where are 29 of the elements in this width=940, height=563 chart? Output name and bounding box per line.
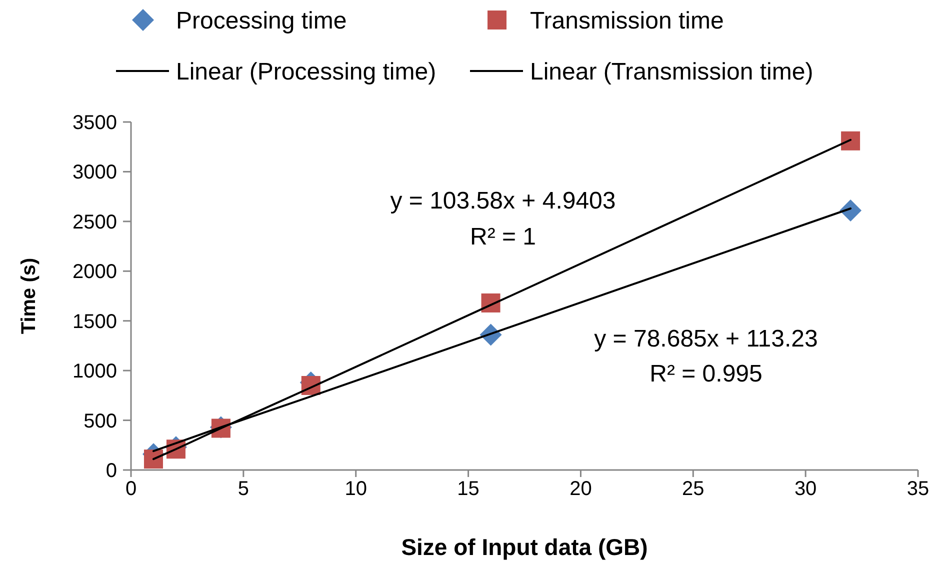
- y-tick-label: 2000: [72, 261, 117, 284]
- y-tick-label: 3000: [72, 162, 117, 184]
- y-tick-label: 500: [84, 410, 117, 432]
- point: [840, 199, 862, 222]
- y-tick-label: 3500: [72, 112, 117, 134]
- legend-label: Linear (Processing time): [176, 58, 436, 86]
- point: [144, 450, 163, 469]
- point: [841, 131, 860, 150]
- annotation: y = 78.685x + 113.23: [594, 325, 818, 352]
- x-tick-label: 35: [906, 478, 930, 500]
- x-tick-label: 5: [238, 478, 249, 500]
- x-tick-label: 0: [125, 478, 137, 500]
- x-axis-title: Size of Input data (GB): [401, 534, 648, 560]
- y-axis-title: Time (s): [18, 258, 40, 334]
- x-tick-label: 20: [570, 478, 592, 500]
- x-tick-label: 10: [344, 478, 367, 500]
- x-tick-label: 15: [457, 478, 480, 500]
- legend-label: Linear (Transmission time): [530, 58, 814, 86]
- x-tick-label: 25: [682, 478, 704, 500]
- annotation: R² = 1: [470, 223, 536, 250]
- legend-label: Transmission time: [530, 7, 724, 34]
- y-tick-label: 1000: [72, 360, 117, 383]
- annotation: y = 103.58x + 4.9403: [390, 187, 616, 214]
- y-tick-label: 2500: [72, 211, 117, 234]
- y-tick-label: 1500: [72, 310, 117, 333]
- x-tick-label: 30: [794, 478, 817, 500]
- y-tick-label: 0: [106, 460, 117, 482]
- annotation: R² = 0.995: [650, 360, 762, 388]
- legend-label: Processing time: [176, 7, 347, 34]
